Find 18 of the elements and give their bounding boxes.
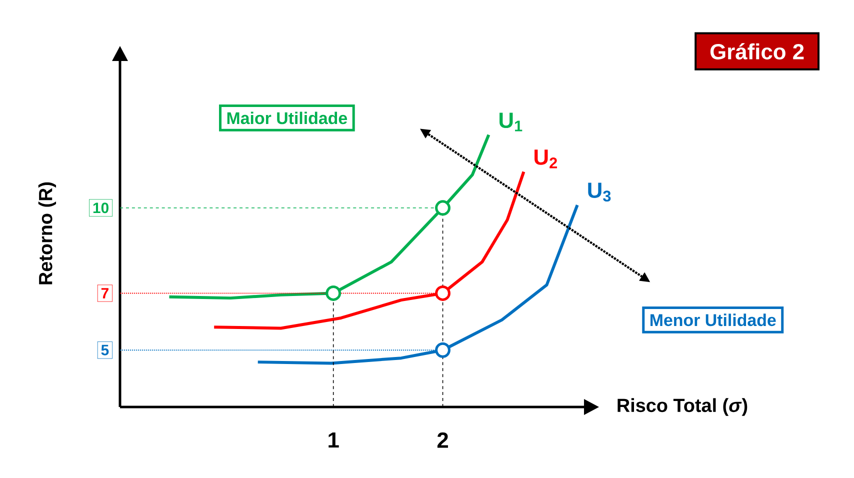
text: Menor Utilidade bbox=[650, 314, 776, 326]
x-tick-label: 1 bbox=[328, 432, 339, 448]
y-tick-label: 10 bbox=[93, 202, 108, 214]
series-label: U$_{2}$ bbox=[534, 150, 557, 168]
annotation: Maior Utilidade bbox=[227, 112, 348, 124]
line-series bbox=[168, 133, 490, 300]
y-tick-label: 5 bbox=[101, 344, 109, 356]
point bbox=[435, 286, 450, 301]
x-tick-label: 2 bbox=[437, 432, 448, 448]
y-tick-label: 7 bbox=[101, 288, 108, 298]
point bbox=[435, 200, 450, 216]
x-axis-title: Risco Total (σ) bbox=[618, 398, 748, 416]
point bbox=[326, 286, 342, 301]
point bbox=[435, 342, 450, 358]
text: Gráfico 2 bbox=[710, 43, 804, 60]
series-label: U$_{1}$ bbox=[500, 112, 522, 132]
series-label: U$_{3}$ bbox=[588, 182, 611, 202]
y-axis-title: Retorno (R) bbox=[38, 182, 56, 284]
